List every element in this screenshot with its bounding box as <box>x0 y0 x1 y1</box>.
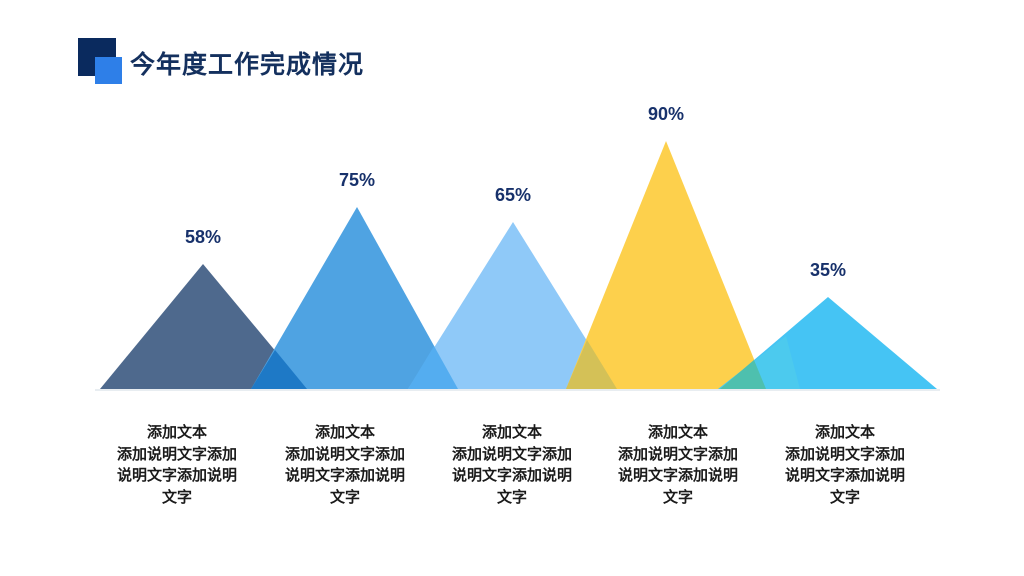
caption-2: 添加文本添加说明文字添加说明文字添加说明文字 <box>281 422 409 508</box>
value-label-5: 35% <box>809 260 847 280</box>
caption-body-3: 添加说明文字添加说明文字添加说明文字 <box>451 445 572 506</box>
caption-body-2: 添加说明文字添加说明文字添加说明文字 <box>284 445 405 506</box>
caption-body-5: 添加说明文字添加说明文字添加说明文字 <box>784 445 905 506</box>
chart-baseline <box>95 389 940 391</box>
caption-title-2: 添加文本 <box>314 424 375 441</box>
value-label-2: 75% <box>338 170 376 190</box>
caption-title-5: 添加文本 <box>814 424 875 441</box>
caption-body-4: 添加说明文字添加说明文字添加说明文字 <box>617 445 738 506</box>
caption-title-1: 添加文本 <box>146 424 207 441</box>
triangle-overlap-1 <box>251 350 307 389</box>
triangle-overlap-3 <box>566 340 617 389</box>
page-title: 今年度工作完成情况 <box>130 51 365 79</box>
value-label-4: 90% <box>647 104 685 124</box>
triangle-peak-4 <box>566 141 766 389</box>
caption-4: 添加文本添加说明文字添加说明文字添加说明文字 <box>614 422 742 508</box>
caption-title-4: 添加文本 <box>647 424 708 441</box>
caption-title-3: 添加文本 <box>481 424 542 441</box>
triangle-peak-3 <box>408 222 617 389</box>
caption-1: 添加文本添加说明文字添加说明文字添加说明文字 <box>113 422 241 508</box>
value-label-1: 58% <box>184 227 222 247</box>
triangle-peak-1 <box>100 264 307 389</box>
caption-5: 添加文本添加说明文字添加说明文字添加说明文字 <box>781 422 909 508</box>
value-label-3: 65% <box>494 185 532 205</box>
triangle-peak-2 <box>251 207 458 389</box>
triangle-overlap-2 <box>408 346 458 389</box>
caption-3: 添加文本添加说明文字添加说明文字添加说明文字 <box>448 422 576 508</box>
caption-body-1: 添加说明文字添加说明文字添加说明文字 <box>116 445 237 506</box>
triangle-overlap-4 <box>720 360 766 389</box>
title-accent-square-light <box>95 57 122 84</box>
